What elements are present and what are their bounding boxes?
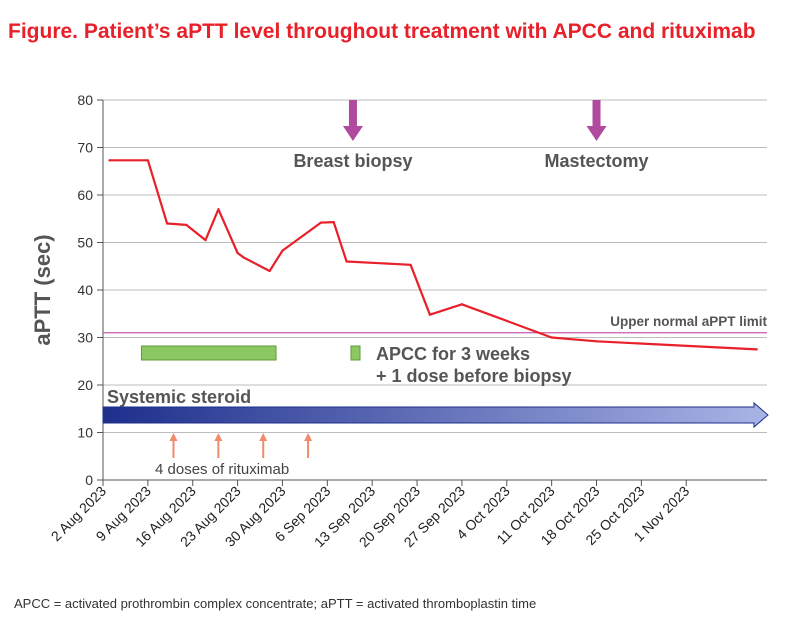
data-point-0-14 <box>428 313 431 316</box>
data-point-0-11 <box>332 220 335 224</box>
data-point-0-2 <box>165 222 169 225</box>
figure-title: Figure. Patient’s aPTT level throughout … <box>8 20 756 43</box>
gridlines <box>103 99 767 433</box>
y-axis-label: aPTT (sec) <box>30 234 55 345</box>
apcc-course-bar <box>140 345 277 361</box>
ytick-label-50: 50 <box>77 235 93 251</box>
event-arrow-head-0 <box>342 126 363 141</box>
data-point-0-15 <box>460 303 464 306</box>
data-point-0-16 <box>550 336 553 339</box>
data-point-0-17 <box>595 340 598 343</box>
event-label-1: Mastectomy <box>544 151 648 171</box>
footnote: APCC = activated prothrombin complex con… <box>14 596 537 611</box>
event-arrow-shaft-0 <box>348 100 357 127</box>
data-point-0-1 <box>146 159 149 162</box>
overlays: Upper normal aPPT limit Breast biopsy Mast… <box>102 100 769 478</box>
steroid-label: Systemic steroid <box>107 387 251 407</box>
apcc-label-line2: + 1 dose before biopsy <box>376 366 572 386</box>
data-point-0-3 <box>185 223 188 227</box>
data-point-0-4 <box>204 239 207 242</box>
apcc-extra-dose-bar <box>350 345 361 361</box>
data-point-0-8 <box>268 269 271 273</box>
event-arrow-shaft-1 <box>592 100 601 127</box>
rituximab-arrow-head-1 <box>214 433 223 441</box>
rituximab-arrow-head-2 <box>259 433 268 441</box>
data-point-0-6 <box>236 251 239 255</box>
ytick-label-70: 70 <box>77 140 93 156</box>
data-point-0-12 <box>345 260 348 263</box>
series <box>108 159 758 351</box>
ytick-label-30: 30 <box>77 330 93 346</box>
apcc-label-line1: APCC for 3 weeks <box>376 344 530 364</box>
event-label-0: Breast biopsy <box>293 151 412 171</box>
rituximab-label: 4 doses of rituximab <box>155 461 289 478</box>
data-point-0-10 <box>319 221 323 224</box>
data-point-0-13 <box>409 263 412 266</box>
data-point-0-5 <box>217 208 220 211</box>
ytick-label-10: 10 <box>77 425 93 441</box>
steroid-arrow <box>102 401 769 429</box>
reference-line-label: Upper normal aPPT limit <box>610 314 767 329</box>
data-point-0-9 <box>281 249 284 252</box>
data-point-0-18 <box>755 348 758 351</box>
rituximab-arrow-head-0 <box>169 433 178 441</box>
data-point-0-7 <box>242 256 246 259</box>
ytick-label-0: 0 <box>85 472 93 488</box>
data-point-0-0 <box>108 159 111 162</box>
ytick-label-80: 80 <box>77 92 93 108</box>
rituximab-arrow-head-3 <box>304 433 313 441</box>
ytick-label-60: 60 <box>77 187 93 203</box>
ytick-label-20: 20 <box>77 377 93 393</box>
ytick-label-40: 40 <box>77 282 93 298</box>
event-arrow-head-1 <box>586 126 607 141</box>
